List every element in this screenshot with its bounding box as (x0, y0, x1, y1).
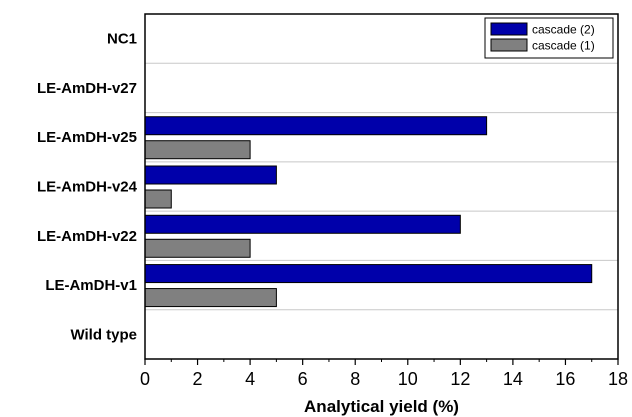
bar-cascade-2 (144, 116, 488, 136)
category-labels: NC1 LE-AmDH-v27 LE-AmDH-v25 LE-AmDH-v24 LE-A… (37, 31, 138, 344)
x-tick-label: 16 (555, 369, 575, 389)
legend-label: cascade (1) (532, 39, 595, 53)
bar-cascade-1 (144, 288, 277, 308)
x-tick-label: 4 (245, 369, 255, 389)
bar-cascade-1 (144, 238, 251, 258)
category-label: Wild type (70, 326, 137, 343)
x-tick-label: 2 (193, 369, 203, 389)
bar-cascade-1 (144, 189, 172, 209)
bar-cascade-2 (144, 165, 277, 185)
category-label: LE-AmDH-v22 (37, 228, 137, 245)
category-label: LE-AmDH-v24 (37, 179, 138, 196)
legend-label: cascade (2) (532, 23, 595, 37)
category-label: LE-AmDH-v25 (37, 129, 137, 146)
category-label: NC1 (107, 31, 137, 48)
legend-swatch (490, 22, 528, 36)
x-tick-label: 10 (398, 369, 418, 389)
x-ticks: 0 2 4 6 8 10 12 14 16 18 (140, 359, 628, 389)
x-axis-title: Analytical yield (%) (304, 397, 459, 416)
category-label: LE-AmDH-v1 (45, 277, 137, 294)
legend-swatch (490, 38, 528, 52)
bar-cascade-2 (144, 264, 593, 284)
x-tick-label: 18 (608, 369, 628, 389)
plot-frame (144, 13, 619, 360)
x-tick-label: 0 (140, 369, 150, 389)
category-label: LE-AmDH-v27 (37, 80, 137, 97)
bar-cascade-1 (144, 140, 251, 160)
bar-cascade-2 (144, 214, 461, 234)
legend: cascade (2) cascade (1) (484, 17, 614, 59)
grid-lines (145, 62, 618, 311)
x-tick-label: 8 (350, 369, 360, 389)
x-tick-label: 12 (450, 369, 470, 389)
x-tick-label: 6 (298, 369, 308, 389)
x-tick-label: 14 (503, 369, 523, 389)
